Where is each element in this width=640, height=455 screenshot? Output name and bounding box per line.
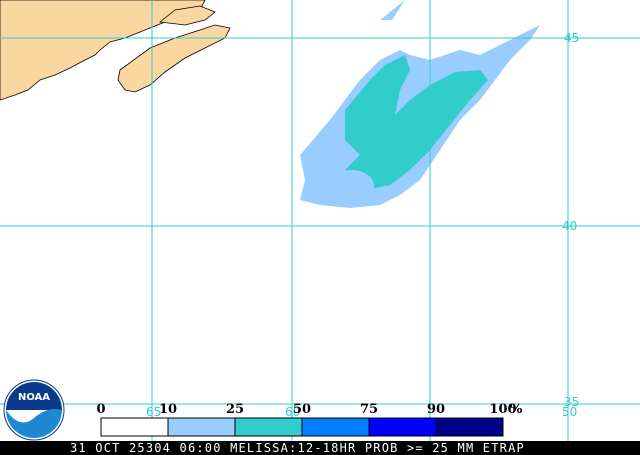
legend: 0 10 25 50 75 90 100% [96, 402, 523, 437]
caption-bar [0, 441, 640, 455]
legend-label: 75 [360, 402, 378, 417]
legend-label: 10 [159, 402, 177, 417]
lon-label: 50 [562, 405, 577, 419]
legend-swatch [435, 417, 504, 437]
caption: 31 OCT 25304 06:00 MELISSA:12-18HR PROB … [70, 441, 525, 455]
logo-text: NOAA [18, 392, 50, 403]
legend-swatch [100, 417, 169, 437]
lat-label: 40 [562, 219, 577, 233]
legend-label: 50 [293, 402, 311, 417]
logo: NOAA [3, 379, 65, 441]
legend-swatch [368, 417, 437, 437]
lon-label: 65 [146, 405, 161, 419]
legend-swatch [301, 417, 370, 437]
graticule [0, 0, 640, 441]
legend-swatch [167, 417, 236, 437]
land [0, 0, 231, 101]
legend-label: 100 [489, 402, 516, 417]
legend-swatch [234, 417, 303, 437]
legend-label: 25 [226, 402, 244, 417]
lat-label: 45 [564, 31, 579, 45]
lat-label: 35 [564, 395, 579, 409]
legend-label: 90 [427, 402, 445, 417]
lon-label: 60 [285, 405, 300, 419]
legend-label: 0 [96, 402, 105, 417]
probability-areas [300, 0, 540, 208]
legend-unit: % [510, 402, 523, 417]
